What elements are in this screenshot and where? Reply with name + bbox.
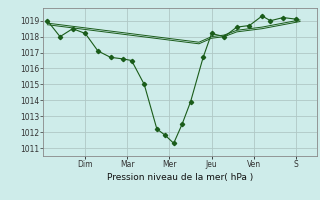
X-axis label: Pression niveau de la mer( hPa ): Pression niveau de la mer( hPa ) <box>107 173 253 182</box>
